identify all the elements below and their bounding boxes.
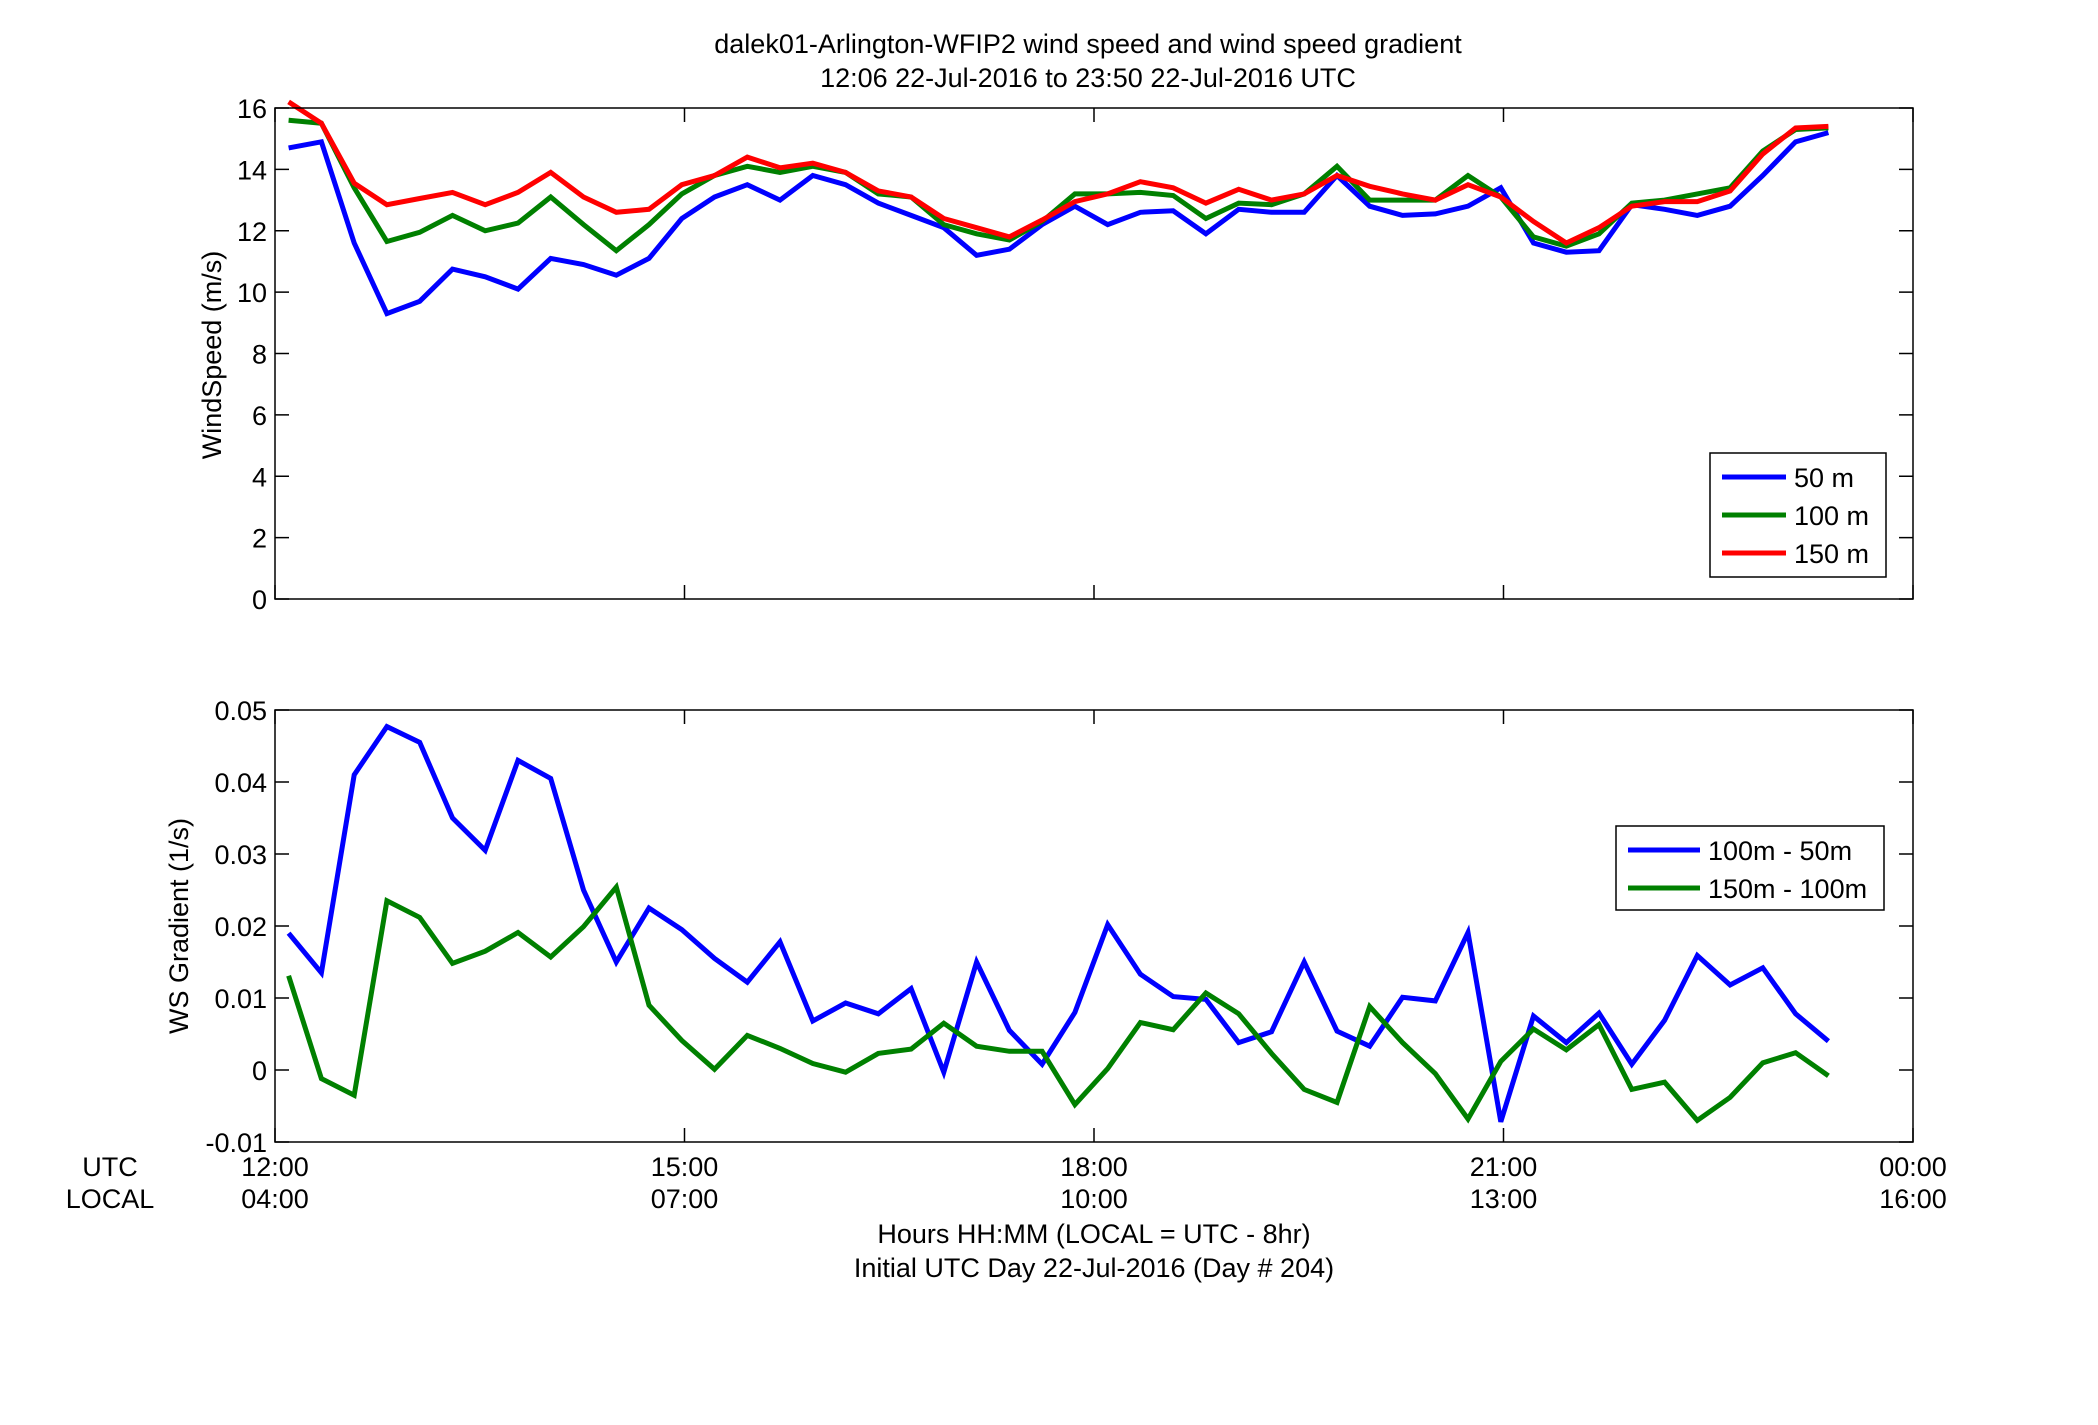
top-series-line-0 [288,130,1830,317]
bottom-ytick-label: 0.05 [214,696,267,726]
top-ytick-label: 10 [237,278,267,308]
bottom-series-line-1 [286,881,1830,1124]
xtick-label-utc: 00:00 [1879,1152,1947,1182]
utc-row-label: UTC [82,1152,138,1182]
top-ytick-label: 8 [252,340,267,370]
xtick-label-utc: 21:00 [1470,1152,1538,1182]
bottom-legend-label-0: 100m - 50m [1708,836,1852,866]
bottom-ytick-label: 0.02 [214,912,267,942]
bottom-legend: 100m - 50m 150m - 100m [1615,825,1885,911]
figure-title-line2: 12:06 22-Jul-2016 to 23:50 22-Jul-2016 U… [820,63,1356,93]
top-series-line-2 [287,99,1829,246]
local-row-label: LOCAL [66,1184,155,1214]
top-wind-speed-chart: 0 2 4 6 8 10 12 14 16 WindSpeed (m/s) 50 m 100 m 1… [197,94,1914,615]
top-series-line-1 [288,117,1829,254]
bottom-legend-box [1615,825,1885,911]
xtick-label-utc: 18:00 [1060,1152,1128,1182]
xtick-label-local: 16:00 [1879,1184,1947,1214]
xtick-label-local: 04:00 [241,1184,309,1214]
xtick-label-utc: 15:00 [651,1152,719,1182]
top-ylabel: WindSpeed (m/s) [197,251,227,460]
xlabel-line2: Initial UTC Day 22-Jul-2016 (Day # 204) [854,1253,1334,1283]
bottom-legend-label-1: 150m - 100m [1708,874,1867,904]
top-ytick-label: 2 [252,524,267,554]
xtick-label-local: 13:00 [1470,1184,1538,1214]
top-legend: 50 m 100 m 150 m [1709,452,1887,578]
top-ytick-label: 16 [237,94,267,124]
xtick-label-local: 10:00 [1060,1184,1128,1214]
top-legend-label-0: 50 m [1794,463,1854,493]
top-ytick-label: 12 [237,217,267,247]
bottom-ytick-label: 0.04 [214,768,267,798]
xtick-label-utc: 12:00 [241,1152,309,1182]
xtick-label-local: 07:00 [651,1184,719,1214]
top-ytick-label: 6 [252,401,267,431]
top-ytick-label: 4 [252,462,267,492]
bottom-ytick-label: -0.01 [205,1128,267,1158]
bottom-ytick-label: 0.03 [214,840,267,870]
top-ytick-label: 14 [237,155,267,185]
top-ytick-label: 0 [252,585,267,615]
bottom-gradient-chart: -0.01 0 0.01 0.02 0.03 0.04 0.05 WS Gradient (… [164,696,1914,1158]
xlabel-line1: Hours HH:MM (LOCAL = UTC - 8hr) [877,1219,1310,1249]
bottom-ytick-label: 0 [252,1056,267,1086]
top-legend-label-2: 150 m [1794,539,1869,569]
top-legend-label-1: 100 m [1794,501,1869,531]
bottom-series-line-0 [286,723,1831,1123]
figure-title-line1: dalek01-Arlington-WFIP2 wind speed and w… [714,29,1462,59]
bottom-ylabel: WS Gradient (1/s) [164,818,194,1034]
bottom-ytick-label: 0.01 [214,984,267,1014]
